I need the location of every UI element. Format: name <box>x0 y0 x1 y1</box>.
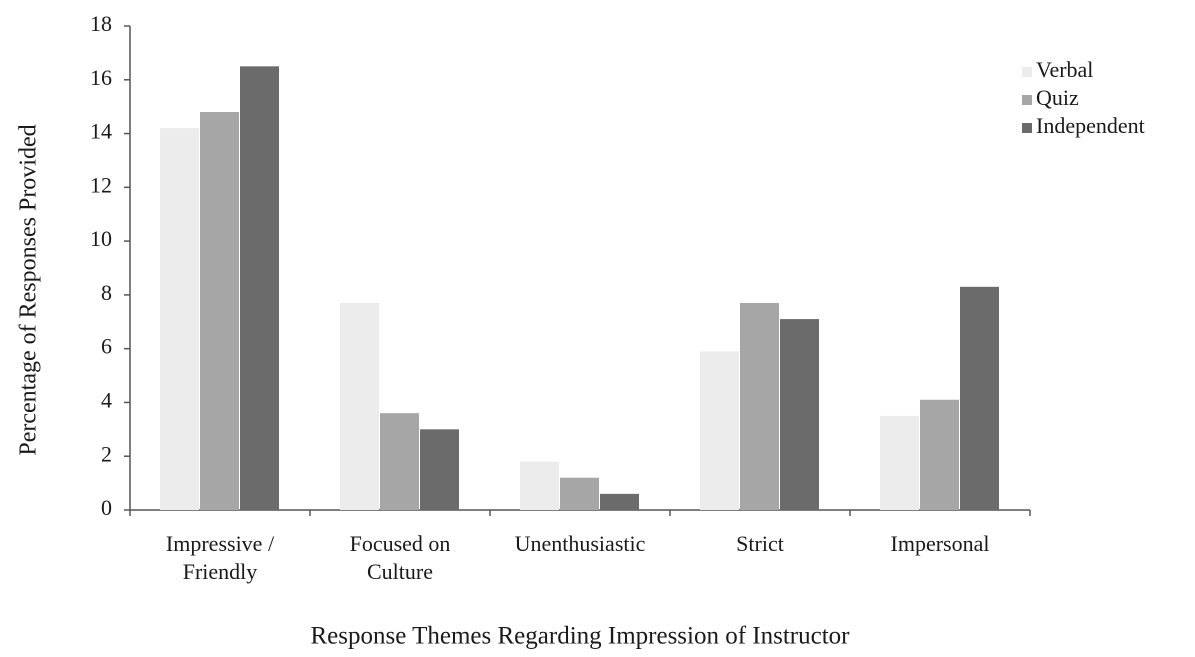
bar <box>240 66 279 510</box>
x-tick-label: Focused on Culture <box>349 531 451 584</box>
bar <box>920 399 959 510</box>
legend-swatch <box>1022 123 1032 133</box>
x-axis-label: Response Themes Regarding Impression of … <box>310 623 850 650</box>
bar <box>160 128 199 510</box>
bar <box>560 477 599 510</box>
bar <box>700 351 739 510</box>
legend-label: Independent <box>1036 113 1145 138</box>
x-tick-label: Impersonal <box>890 531 990 556</box>
y-tick-label: 14 <box>90 119 112 144</box>
bar <box>740 302 779 510</box>
legend-swatch <box>1022 95 1032 105</box>
bar <box>880 415 919 510</box>
legend-swatch <box>1022 67 1032 77</box>
bar <box>380 413 419 510</box>
y-tick-label: 16 <box>90 65 112 90</box>
bar <box>420 429 459 510</box>
y-tick-label: 2 <box>101 441 112 466</box>
y-tick-label: 12 <box>90 172 112 197</box>
y-tick-label: 8 <box>101 280 112 305</box>
bar <box>780 319 819 510</box>
x-tick-label: Strict <box>736 531 784 556</box>
y-tick-label: 18 <box>90 11 112 36</box>
y-axis-label: Percentage of Responses Provided <box>16 124 42 455</box>
legend-label: Verbal <box>1036 57 1093 82</box>
bar <box>520 461 559 510</box>
bar <box>340 302 379 510</box>
bar <box>960 286 999 510</box>
x-tick-label: Unenthusiastic <box>514 531 646 556</box>
y-tick-label: 0 <box>101 495 112 520</box>
legend-label: Quiz <box>1036 85 1079 110</box>
bar <box>200 112 239 511</box>
x-tick-label: Impressive / Friendly <box>165 531 275 584</box>
y-tick-label: 6 <box>101 334 112 359</box>
bar <box>600 493 639 510</box>
y-tick-label: 4 <box>101 387 112 412</box>
y-tick-label: 10 <box>90 226 112 251</box>
